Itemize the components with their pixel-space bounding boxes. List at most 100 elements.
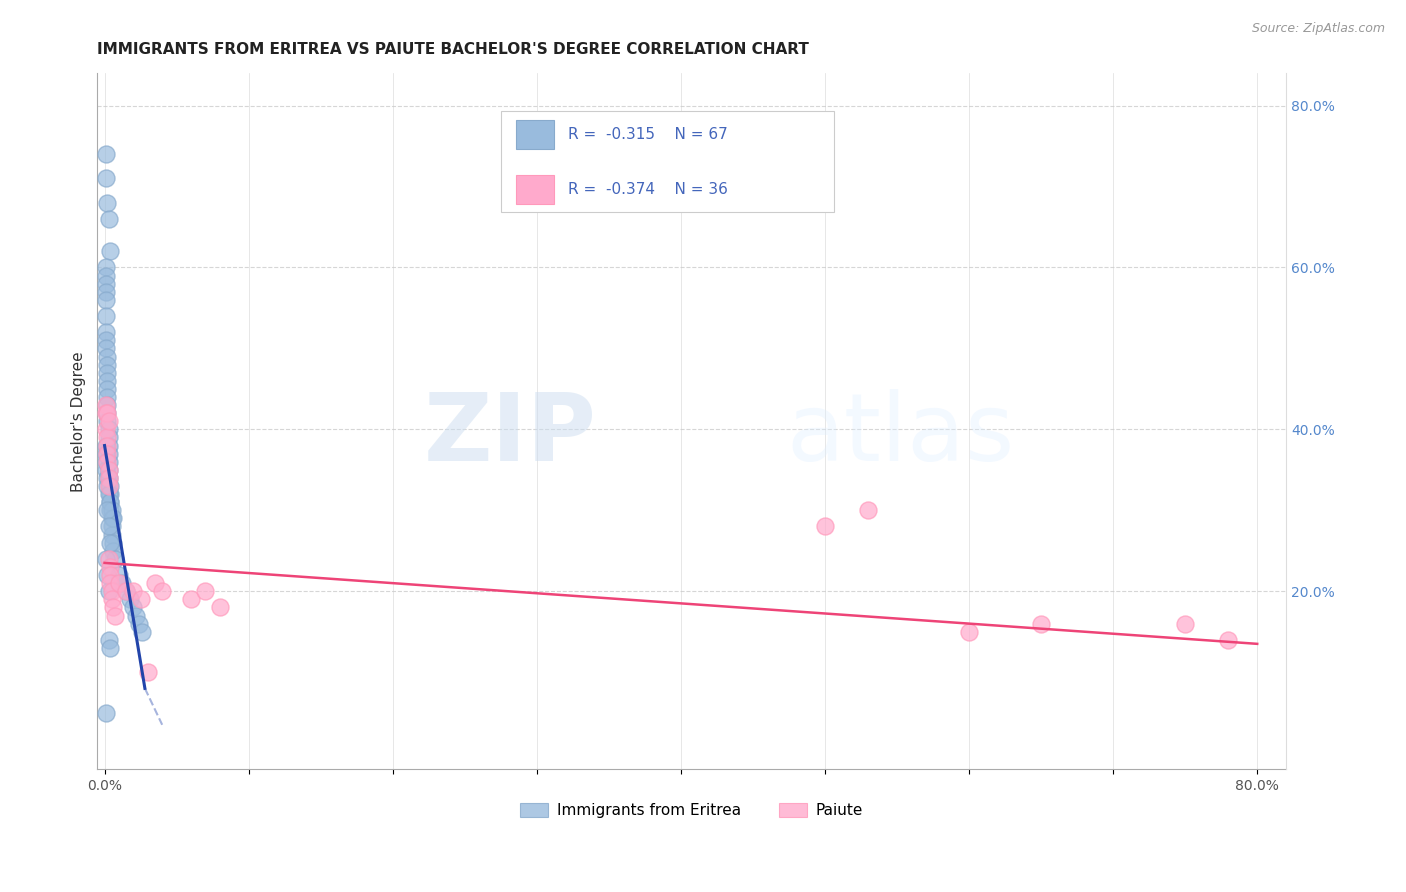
Point xyxy=(96,374,118,388)
Point xyxy=(97,471,120,485)
Point xyxy=(100,511,122,525)
Point xyxy=(94,455,117,469)
Text: Source: ZipAtlas.com: Source: ZipAtlas.com xyxy=(1251,22,1385,36)
Point xyxy=(94,463,117,477)
Point xyxy=(96,479,118,493)
Point xyxy=(1174,616,1197,631)
Point xyxy=(97,487,120,501)
Point xyxy=(98,503,121,517)
Point xyxy=(94,309,117,323)
Point xyxy=(98,568,121,582)
Point xyxy=(856,503,879,517)
Point xyxy=(180,592,202,607)
Point xyxy=(96,390,118,404)
Point xyxy=(98,640,121,655)
Point xyxy=(143,576,166,591)
Point xyxy=(115,584,138,599)
Point xyxy=(97,519,120,533)
Point xyxy=(100,519,122,533)
Point xyxy=(120,592,142,607)
Point xyxy=(97,455,120,469)
Point xyxy=(96,398,118,412)
Point xyxy=(97,438,120,452)
Point xyxy=(103,600,125,615)
Point xyxy=(94,147,117,161)
Point xyxy=(108,568,131,582)
Point xyxy=(814,519,837,533)
Point xyxy=(98,535,121,549)
Point xyxy=(98,244,121,259)
Point xyxy=(131,624,153,639)
Point xyxy=(122,600,145,615)
Point xyxy=(103,543,125,558)
Point xyxy=(96,406,118,420)
Y-axis label: Bachelor's Degree: Bachelor's Degree xyxy=(72,351,86,491)
Point xyxy=(96,350,118,364)
Text: R =  -0.315    N = 67: R = -0.315 N = 67 xyxy=(568,127,728,142)
Point xyxy=(96,366,118,380)
Point xyxy=(94,325,117,339)
Point xyxy=(194,584,217,599)
Point xyxy=(96,358,118,372)
Point xyxy=(96,438,118,452)
Point xyxy=(97,632,120,647)
Point xyxy=(108,576,131,591)
Point xyxy=(96,447,118,461)
Point xyxy=(104,608,127,623)
Bar xyxy=(516,175,554,204)
Bar xyxy=(502,112,834,212)
Point xyxy=(111,576,134,591)
Point xyxy=(136,665,159,680)
Point xyxy=(96,195,118,210)
Point xyxy=(128,616,150,631)
Text: IMMIGRANTS FROM ERITREA VS PAIUTE BACHELOR'S DEGREE CORRELATION CHART: IMMIGRANTS FROM ERITREA VS PAIUTE BACHEL… xyxy=(97,42,810,57)
Point xyxy=(1218,632,1240,647)
Point xyxy=(94,285,117,299)
Point xyxy=(97,211,120,226)
Point xyxy=(103,535,125,549)
Bar xyxy=(516,120,554,149)
Point xyxy=(97,463,120,477)
Point xyxy=(98,576,121,591)
Point xyxy=(94,293,117,307)
Point xyxy=(97,479,120,493)
Point xyxy=(94,447,117,461)
Point xyxy=(94,422,117,436)
Point xyxy=(96,406,118,420)
Point xyxy=(94,552,117,566)
Point xyxy=(96,471,118,485)
Point xyxy=(94,438,117,452)
Point xyxy=(125,608,148,623)
Point xyxy=(98,560,121,574)
Point xyxy=(957,624,980,639)
Point xyxy=(1029,616,1052,631)
Point xyxy=(104,552,127,566)
Point xyxy=(97,422,120,436)
Text: R =  -0.374    N = 36: R = -0.374 N = 36 xyxy=(568,182,728,197)
Point xyxy=(98,487,121,501)
Point xyxy=(97,430,120,444)
Point xyxy=(94,268,117,283)
Point xyxy=(96,568,118,582)
Point xyxy=(129,592,152,607)
Point xyxy=(96,430,118,444)
Point xyxy=(208,600,231,615)
Point xyxy=(94,171,117,186)
Point xyxy=(97,463,120,477)
Point xyxy=(100,584,122,599)
Point xyxy=(96,503,118,517)
Point xyxy=(94,334,117,348)
Point xyxy=(97,447,120,461)
Point xyxy=(96,414,118,428)
Point xyxy=(97,414,120,428)
Point xyxy=(94,260,117,275)
Point xyxy=(94,706,117,720)
Point xyxy=(98,495,121,509)
Point xyxy=(94,342,117,356)
Point xyxy=(96,455,118,469)
Point xyxy=(97,584,120,599)
Point xyxy=(94,277,117,291)
Point xyxy=(94,406,117,420)
Point xyxy=(100,592,122,607)
Point xyxy=(97,471,120,485)
